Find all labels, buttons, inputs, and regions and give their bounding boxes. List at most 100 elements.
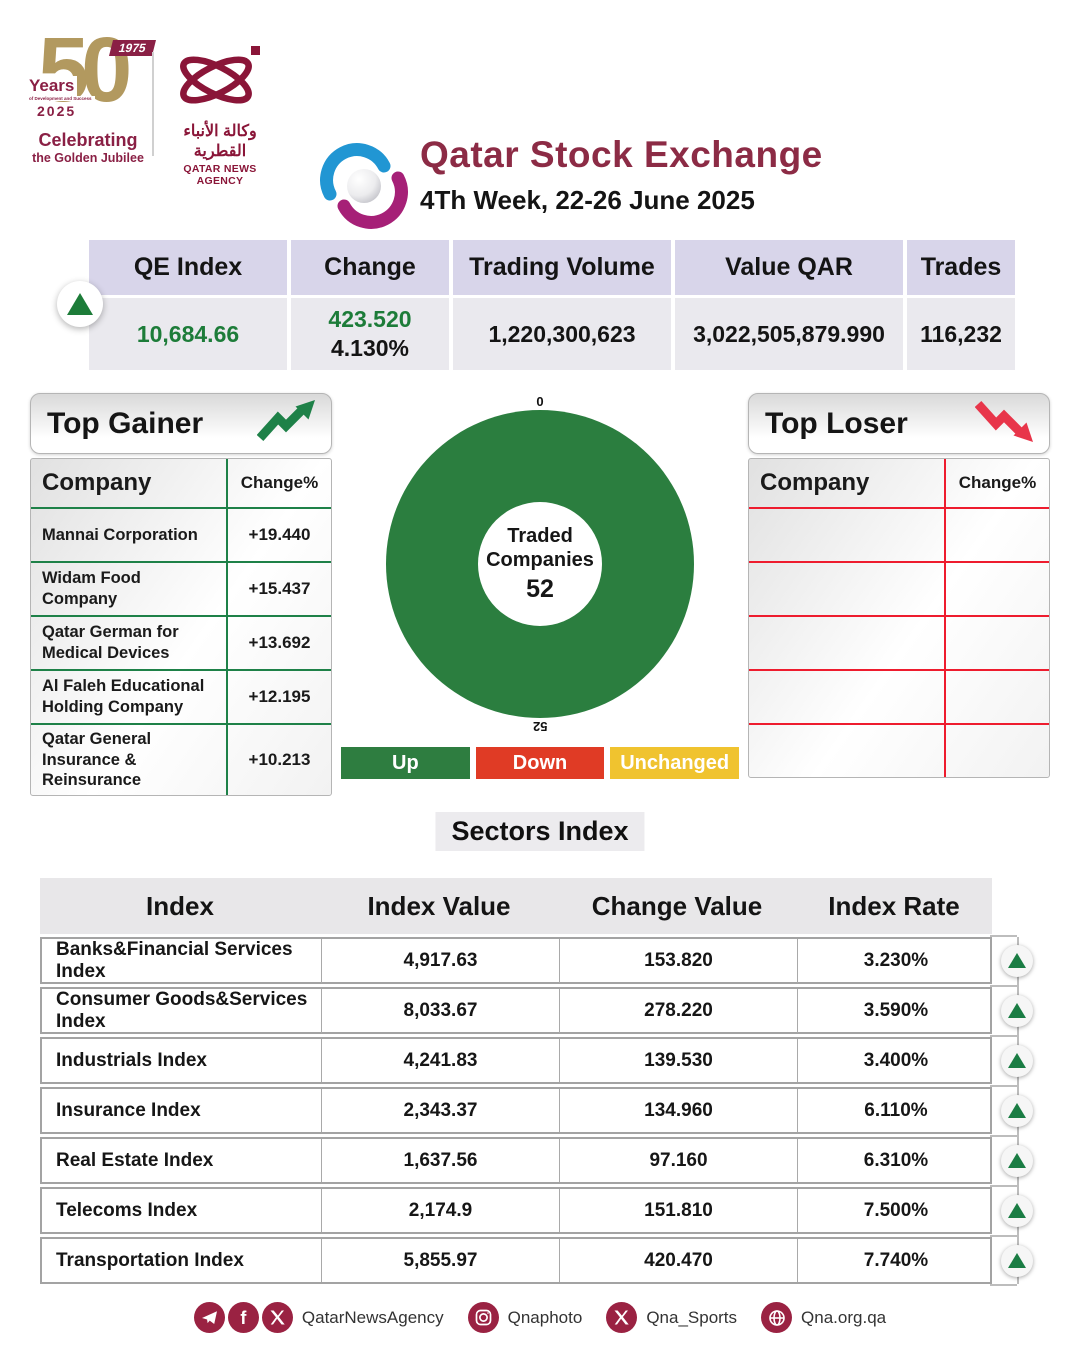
qe-index-value: 10,684.66 bbox=[89, 298, 287, 370]
sector-name: Industrials Index bbox=[42, 1039, 322, 1082]
gainer-change: +13.692 bbox=[248, 633, 311, 652]
sector-index-rate: 7.740% bbox=[863, 1249, 929, 1271]
sector-index-rate: 3.230% bbox=[863, 950, 929, 971]
loser-change bbox=[946, 725, 1049, 777]
up-triangle-icon bbox=[1008, 1003, 1026, 1018]
donut-center-value: 52 bbox=[526, 575, 554, 603]
gainer-change: +12.195 bbox=[248, 687, 311, 706]
table-row bbox=[749, 723, 1049, 777]
x-icon[interactable] bbox=[261, 1302, 293, 1333]
loser-change bbox=[946, 617, 1049, 669]
sector-up-badge bbox=[1001, 1194, 1033, 1227]
donut-center-label: Traded Companies bbox=[486, 525, 594, 571]
trending-down-icon bbox=[974, 400, 1033, 447]
table-row: Industrials Index 4,241.83 139.530 3.400… bbox=[40, 1035, 1033, 1084]
gainer-change: +10.213 bbox=[248, 749, 311, 769]
x-icon[interactable] bbox=[606, 1302, 638, 1333]
telegram-icon[interactable] bbox=[193, 1302, 225, 1333]
top-loser-panel: Top Loser Company Change% bbox=[748, 393, 1050, 778]
summary-header-trades: Trades bbox=[907, 240, 1015, 295]
summary-header-change: Change bbox=[291, 240, 449, 295]
top-gainer-title: Top Gainer bbox=[47, 406, 204, 440]
table-row: Banks&Financial Services Index 4,917.63 … bbox=[40, 935, 1033, 984]
social-handle[interactable]: Qna_Sports bbox=[646, 1307, 738, 1327]
sector-up-badge bbox=[1001, 944, 1033, 977]
logo-divider bbox=[152, 52, 154, 156]
instagram-icon[interactable] bbox=[467, 1302, 499, 1333]
change-cell: 423.520 4.130% bbox=[291, 298, 449, 370]
top-gainer-panel: Top Gainer Company Change% Mannai Corpor… bbox=[30, 393, 332, 796]
company-column-header: Company bbox=[749, 459, 946, 507]
golden-jubilee-logo: 50 1975 Years of Development and Success… bbox=[26, 24, 156, 168]
table-row: Real Estate Index 1,637.56 97.160 6.310% bbox=[40, 1135, 1033, 1184]
gainer-change: +15.437 bbox=[248, 579, 311, 598]
gainer-company: Widam Food Company bbox=[31, 563, 228, 615]
up-triangle-icon bbox=[1008, 953, 1026, 968]
up-triangle-icon bbox=[1008, 1053, 1026, 1068]
loser-change bbox=[946, 671, 1049, 723]
sectors-header-index-rate: Index Rate bbox=[828, 890, 960, 921]
sector-change-value: 151.810 bbox=[560, 1189, 798, 1232]
sector-index-value: 4,917.63 bbox=[322, 939, 560, 983]
company-column-header: Company bbox=[31, 459, 228, 507]
loser-change bbox=[946, 509, 1049, 561]
facebook-icon[interactable]: f bbox=[227, 1302, 259, 1333]
trending-up-icon bbox=[256, 400, 315, 447]
sector-change-value: 278.220 bbox=[560, 989, 798, 1033]
up-triangle-icon bbox=[67, 293, 93, 315]
globe-icon[interactable] bbox=[761, 1302, 793, 1333]
table-row: Qatar German for Medical Devices +13.692 bbox=[31, 615, 331, 669]
loser-change bbox=[946, 563, 1049, 615]
social-group-qnaphoto[interactable]: Qnaphoto bbox=[467, 1302, 583, 1333]
social-group-qna-sports[interactable]: Qna_Sports bbox=[606, 1302, 737, 1333]
table-row bbox=[749, 507, 1049, 561]
sector-index-value: 2,174.9 bbox=[322, 1189, 560, 1232]
up-triangle-icon bbox=[1008, 1153, 1026, 1168]
page-title: Qatar Stock Exchange bbox=[420, 134, 823, 175]
social-group-qatarnewsagency[interactable]: f QatarNewsAgency bbox=[193, 1302, 444, 1333]
sector-index-value: 8,033.67 bbox=[322, 989, 560, 1033]
sector-name: Banks&Financial Services Index bbox=[42, 939, 322, 983]
up-triangle-icon bbox=[1008, 1203, 1026, 1218]
sector-index-rate: 6.110% bbox=[864, 1099, 928, 1121]
top-gainer-table: Company Change% Mannai Corporation +19.4… bbox=[30, 458, 332, 796]
sector-index-value: 4,241.83 bbox=[322, 1039, 560, 1082]
sector-up-badge bbox=[1001, 1244, 1033, 1277]
table-row: Widam Food Company +15.437 bbox=[31, 561, 331, 615]
qse-logo-icon bbox=[314, 140, 414, 237]
summary-table: QE Index Change Trading Volume Value QAR… bbox=[89, 240, 1015, 370]
gainer-company: Qatar German for Medical Devices bbox=[31, 617, 228, 669]
table-row: Consumer Goods&Services Index 8,033.67 2… bbox=[40, 985, 1033, 1034]
donut-bottom-label: 52 bbox=[532, 719, 548, 734]
change-percent: 4.130% bbox=[330, 335, 409, 361]
summary-header-trading-volume: Trading Volume bbox=[453, 240, 671, 295]
sector-up-badge bbox=[1001, 994, 1033, 1027]
sector-name: Consumer Goods&Services Index bbox=[42, 989, 322, 1033]
gainer-change: +19.440 bbox=[248, 525, 311, 544]
jubilee-end-year: 2025 bbox=[32, 103, 82, 119]
sector-index-rate: 7.500% bbox=[863, 1199, 929, 1221]
social-handle[interactable]: Qna.org.qa bbox=[801, 1307, 887, 1327]
social-handle[interactable]: QatarNewsAgency bbox=[301, 1307, 444, 1327]
title-block: Qatar Stock Exchange 4Th Week, 22-26 Jun… bbox=[420, 134, 823, 216]
gainer-company: Mannai Corporation bbox=[31, 509, 228, 561]
sector-up-badge bbox=[1001, 1044, 1033, 1077]
table-row bbox=[749, 561, 1049, 615]
sector-name: Insurance Index bbox=[42, 1089, 322, 1132]
qna-swirl-icon bbox=[174, 46, 266, 118]
table-row bbox=[749, 615, 1049, 669]
donut-legend: Up Down Unchanged bbox=[341, 747, 740, 779]
social-group-website[interactable]: Qna.org.qa bbox=[761, 1302, 886, 1333]
qna-logo: وكالة الأنباء القطرية QATAR NEWS AGENCY bbox=[162, 44, 278, 187]
sector-index-rate: 3.590% bbox=[863, 1000, 929, 1021]
loser-company bbox=[749, 563, 946, 615]
social-handle[interactable]: Qnaphoto bbox=[507, 1307, 583, 1327]
table-row bbox=[749, 669, 1049, 723]
top-loser-table: Company Change% bbox=[748, 458, 1050, 778]
sector-change-value: 420.470 bbox=[560, 1239, 798, 1282]
sectors-body: Banks&Financial Services Index 4,917.63 … bbox=[40, 935, 1033, 1286]
sector-index-value: 1,637.56 bbox=[322, 1139, 560, 1182]
legend-unchanged: Unchanged bbox=[610, 747, 740, 779]
value-qar-value: 3,022,505,879.990 bbox=[675, 298, 903, 370]
donut-ring: Traded Companies 52 bbox=[386, 410, 694, 718]
